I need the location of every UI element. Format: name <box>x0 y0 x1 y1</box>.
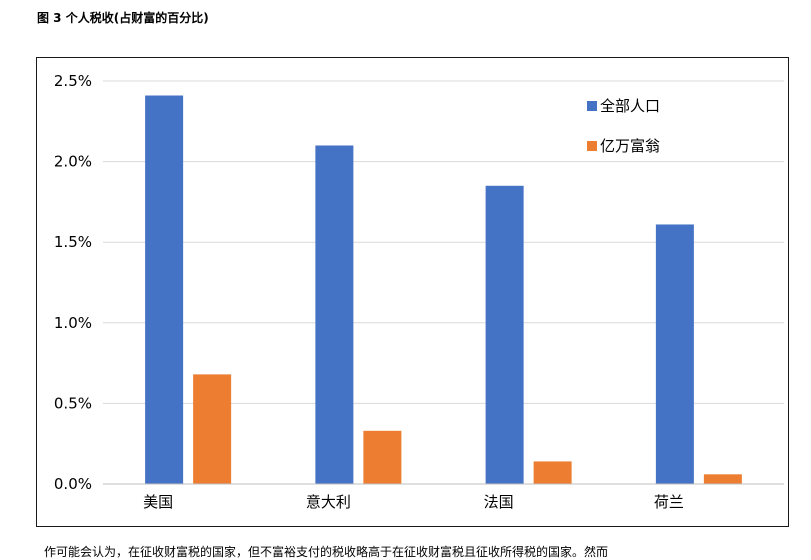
legend-swatch <box>587 101 597 111</box>
y-tick-label: 2.5% <box>54 72 92 90</box>
bar-chart: 0.0% 0.5% 1.0% 1.5% 2.0% 2.5% 美国 意大利 法国 荷兰 全部人口亿… <box>54 72 784 511</box>
x-tick-label: 美国 <box>143 493 173 511</box>
bar-billionaires <box>363 430 402 484</box>
chart-frame: 0.0% 0.5% 1.0% 1.5% 2.0% 2.5% 美国 意大利 法国 荷兰 全部人口亿… <box>36 57 789 527</box>
footnote-text: 作可能会认为，在征收财富税的国家，但不富裕支付的税收略高于在征收财富税且征收所得… <box>44 545 609 559</box>
y-tick-label: 1.0% <box>54 314 92 332</box>
y-tick-label: 1.5% <box>54 233 92 251</box>
y-tick-label: 0.5% <box>54 394 92 412</box>
x-tick-label: 法国 <box>484 493 514 511</box>
bar-all-population <box>145 95 184 484</box>
legend-label: 亿万富翁 <box>600 137 660 155</box>
x-axis-tick-labels: 美国 意大利 法国 荷兰 <box>143 493 684 511</box>
y-axis-tick-labels: 0.0% 0.5% 1.0% 1.5% 2.0% 2.5% <box>54 72 92 493</box>
y-tick-label: 0.0% <box>54 475 92 493</box>
y-tick-label: 2.0% <box>54 153 92 171</box>
figure-title: 图 3 个人税收(占财富的百分比) <box>37 11 209 25</box>
x-tick-label: 荷兰 <box>654 493 684 511</box>
bar-all-population <box>655 224 694 484</box>
bar-billionaires <box>703 474 742 484</box>
x-tick-label: 意大利 <box>306 493 351 511</box>
legend-label: 全部人口 <box>600 97 660 115</box>
bar-billionaires <box>533 461 572 484</box>
bar-billionaires <box>193 374 232 484</box>
bar-all-population <box>315 145 354 484</box>
bar-all-population <box>485 185 524 484</box>
legend-swatch <box>587 141 597 151</box>
bars <box>145 95 742 484</box>
